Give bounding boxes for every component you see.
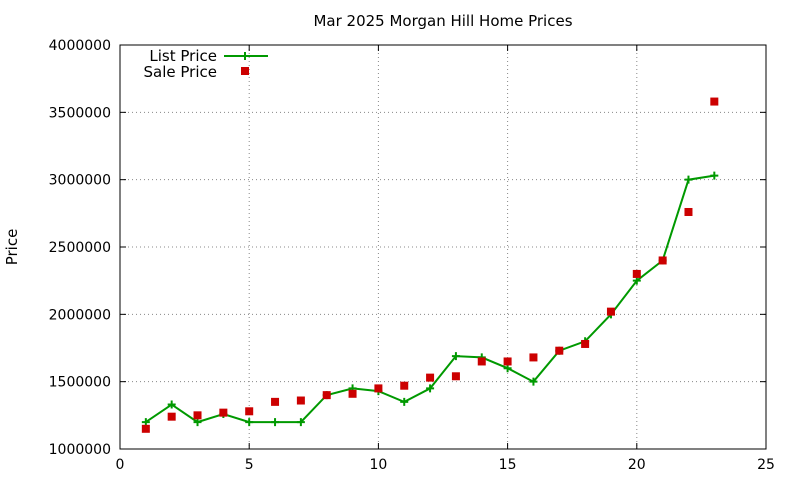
list-price-point: [503, 364, 512, 373]
sale-price-point: [271, 397, 280, 406]
x-tick-label: 5: [245, 457, 254, 473]
y-tick-label: 2500000: [49, 240, 111, 256]
legend: List Price Sale Price: [144, 47, 268, 81]
x-tick-label: 15: [499, 457, 517, 473]
list-price-point: [632, 276, 641, 285]
legend-marker-sale-price: [241, 67, 249, 75]
x-tick-label: 20: [628, 457, 646, 473]
axis-ticks: 0 5 10 15 20 25 1000000 1500000 2000000 2500000 30…: [49, 38, 775, 473]
sale-price-point: [374, 384, 383, 393]
sale-price-point: [141, 424, 150, 433]
sale-price-point: [632, 269, 641, 278]
y-tick-label: 1000000: [49, 442, 111, 458]
list-price-point: [245, 418, 254, 427]
list-price-point: [296, 418, 305, 427]
sale-price-point: [400, 381, 409, 390]
x-tick-label: 0: [116, 457, 125, 473]
y-tick-label: 2000000: [49, 307, 111, 323]
sale-price-point: [167, 412, 176, 421]
sale-price-point: [219, 408, 228, 417]
list-price-point: [529, 377, 538, 386]
sale-price-point: [451, 372, 460, 381]
sale-price-point: [503, 357, 512, 366]
list-price-point: [710, 171, 719, 180]
list-price-point: [167, 400, 176, 409]
y-tick-label: 1500000: [49, 375, 111, 391]
y-axis-label: Price: [3, 229, 21, 266]
list-price-point: [684, 175, 693, 184]
sale-price-point: [348, 389, 357, 398]
sale-price-point: [684, 207, 693, 216]
sale-price-point: [581, 339, 590, 348]
y-tick-label: 3000000: [49, 173, 111, 189]
sale-price-point: [322, 391, 331, 400]
list-price-point: [400, 397, 409, 406]
list-price-point: [141, 418, 150, 427]
list-price-point: [193, 418, 202, 427]
y-tick-label: 4000000: [49, 38, 111, 54]
x-tick-label: 25: [757, 457, 775, 473]
sale-price-point: [529, 353, 538, 362]
sale-price-point: [245, 407, 254, 416]
sale-price-point: [658, 256, 667, 265]
sale-price-point: [296, 396, 305, 405]
sale-price-point: [477, 357, 486, 366]
legend-label-sale-price: Sale Price: [144, 63, 217, 81]
grid: [120, 45, 766, 449]
y-tick-label: 3500000: [49, 105, 111, 121]
sale-price-point: [606, 307, 615, 316]
legend-label-list-price: List Price: [149, 47, 217, 65]
chart-title: Mar 2025 Morgan Hill Home Prices: [313, 12, 572, 30]
sale-price-point: [426, 373, 435, 382]
legend-marker-list-price: [241, 52, 249, 60]
sale-price-point: [193, 411, 202, 420]
list-price-point: [271, 418, 280, 427]
x-tick-label: 10: [369, 457, 387, 473]
series-layer: [141, 97, 719, 433]
sale-price-point: [710, 97, 719, 106]
sale-price-point: [555, 346, 564, 355]
list-price-point: [426, 384, 435, 393]
list-price-point: [451, 352, 460, 361]
